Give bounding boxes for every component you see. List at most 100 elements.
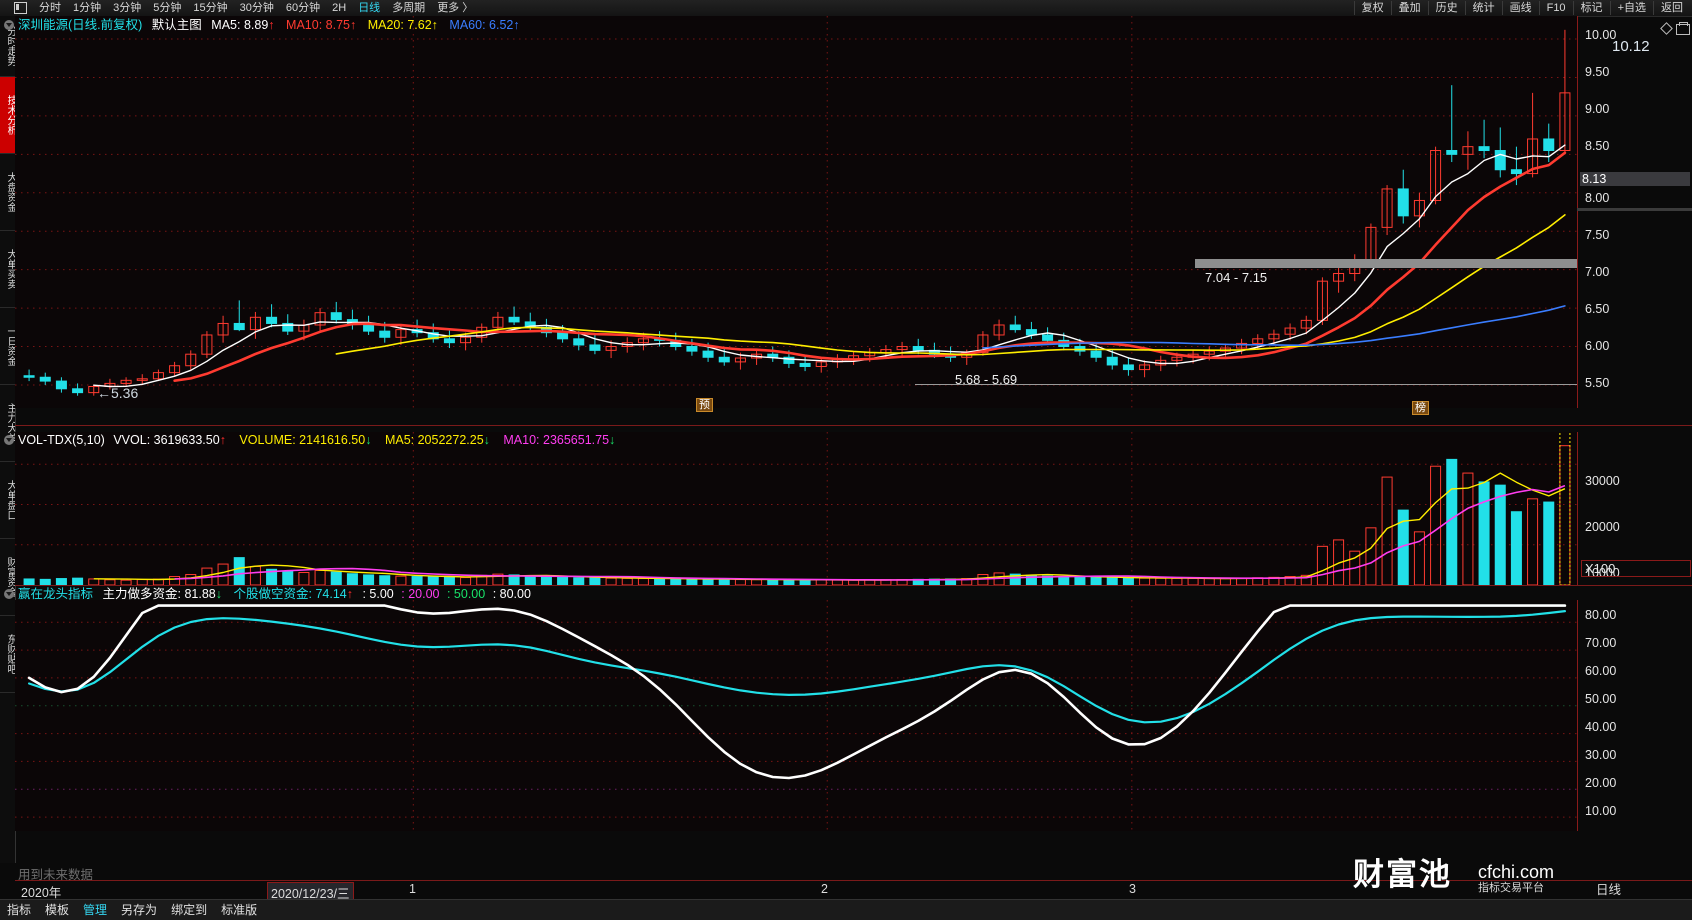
btn-adjust[interactable]: 复权: [1353, 1, 1391, 15]
btn-back[interactable]: 返回: [1653, 1, 1690, 15]
oscillator-axis: 80.00 70.00 60.00 50.00 40.00 30.00 20.0…: [1577, 600, 1692, 831]
sidebar-item-market-funds[interactable]: 大盘资金: [0, 154, 15, 231]
price-tick: 9.00: [1585, 102, 1610, 116]
sidebar-item-daily-funds[interactable]: 一日资金: [0, 308, 15, 385]
btn-overlay[interactable]: 叠加: [1390, 1, 1428, 15]
tab-30min[interactable]: 30分钟: [239, 2, 274, 14]
main-chart-label[interactable]: 默认主图: [151, 18, 202, 32]
vol-ma5-readout: MA5: 2052272.25↓: [384, 433, 490, 447]
volume-tick: 20000: [1585, 520, 1620, 534]
sidebar-item-large-orders[interactable]: 大单买卖: [0, 231, 15, 308]
price-tick: 8.00: [1585, 191, 1610, 205]
osc-tick: 80.00: [1585, 608, 1617, 622]
ma60-readout: MA60: 6.52↑: [449, 18, 520, 32]
toolbar-right-actions: 复权 叠加 历史 统计 画线 F10 标记 +自选 返回: [1353, 1, 1692, 15]
btn-add-watchlist[interactable]: +自选: [1609, 1, 1653, 15]
tab-1min[interactable]: 1分钟: [73, 2, 102, 14]
osc-tick: 30.00: [1585, 748, 1617, 762]
volume-chart-pane[interactable]: 榜: [15, 401, 1577, 585]
ma5-readout: MA5: 8.89↑: [211, 18, 275, 32]
watermark-brand-cn: 财富池: [1353, 857, 1452, 893]
vertical-scrollbar[interactable]: [1577, 205, 1692, 214]
support-band-label: 5.68 - 5.69: [955, 372, 1018, 387]
status-template[interactable]: 模板: [45, 903, 70, 917]
short-funds-readout: 个股做空资金: 74.14↑: [233, 587, 353, 601]
vol-indicator-name[interactable]: VOL-TDX(5,10): [18, 433, 105, 447]
chevron-down-icon[interactable]: [4, 434, 14, 445]
chevron-down-icon[interactable]: [4, 588, 14, 599]
sidebar-item-wealth-funds[interactable]: 财富资金: [0, 539, 15, 616]
status-save-as[interactable]: 另存为: [121, 903, 158, 917]
low-price-marker: ←5.36: [97, 385, 139, 401]
status-bind-to[interactable]: 绑定到: [171, 903, 208, 917]
oscillator-chart-svg: [15, 600, 1577, 831]
price-tick: 7.00: [1585, 265, 1610, 279]
price-tick: 6.00: [1585, 339, 1610, 353]
watermark-brand: 财富池: [1353, 860, 1452, 891]
indicator-pane-header: 赢在龙头指标 主力做多资金: 81.88↓ 个股做空资金: 74.14↑ : 5…: [0, 586, 531, 603]
tab-2h[interactable]: 2H: [332, 2, 347, 14]
price-chart-pane[interactable]: 7.04 - 7.15 5.68 - 5.69 ←5.36 预: [15, 16, 1577, 412]
status-bar: 指标 模板 管理 另存为 绑定到 标准版: [0, 899, 1692, 920]
last-price-highlight: 8.13: [1580, 172, 1690, 186]
price-tick: 5.50: [1585, 376, 1610, 390]
future-data-note: 用到未来数据: [18, 868, 94, 882]
status-standard[interactable]: 标准版: [221, 903, 258, 917]
osc-tick: 40.00: [1585, 720, 1617, 734]
price-tick: 9.50: [1585, 65, 1610, 79]
btn-history[interactable]: 历史: [1427, 1, 1465, 15]
year-label: 2020年: [21, 886, 62, 900]
tab-60min[interactable]: 60分钟: [285, 2, 321, 14]
window-icon[interactable]: [1676, 22, 1690, 35]
oscillator-chart-pane[interactable]: [15, 600, 1577, 831]
watermark-tagline: 指标交易平台: [1478, 882, 1544, 894]
price-tick: 6.50: [1585, 302, 1610, 316]
tab-5min[interactable]: 5分钟: [153, 2, 182, 14]
sidebar-item-main-force-orders[interactable]: 主力大单: [0, 385, 15, 462]
tab-daily[interactable]: 日线: [358, 2, 381, 14]
status-indicator[interactable]: 指标: [7, 903, 32, 917]
tab-multi-period[interactable]: 多周期: [392, 2, 426, 14]
resistance-band: [1195, 259, 1577, 268]
price-pane-header: 深圳能源(日线.前复权) 默认主图 MA5: 8.89↑ MA10: 8.75↑…: [0, 17, 520, 34]
tab-15min[interactable]: 15分钟: [193, 2, 228, 14]
vvol-readout: VVOL: 3619633.50↑: [113, 433, 226, 447]
btn-drawline[interactable]: 画线: [1501, 1, 1539, 15]
tab-more[interactable]: 更多 〉: [437, 2, 474, 14]
chevron-down-icon[interactable]: [4, 19, 14, 30]
volume-tick: 30000: [1585, 474, 1620, 488]
level-2: : 20.00: [401, 587, 440, 601]
timeframe-tabs: 分时 1分钟 3分钟 5分钟 15分钟 30分钟 60分钟 2H 日线 多周期 …: [0, 0, 479, 16]
layout-icon[interactable]: [14, 2, 27, 14]
x-tick-1: 1: [409, 882, 416, 896]
ma20-readout: MA20: 7.62↑: [367, 18, 438, 32]
btn-f10[interactable]: F10: [1538, 1, 1573, 15]
level-3: : 50.00: [446, 587, 486, 601]
badge-forecast[interactable]: 预: [696, 398, 713, 412]
sidebar-item-eastmoney-forum[interactable]: 东财贴吧: [0, 616, 15, 693]
sidebar-item-order-book[interactable]: 大单盘口: [0, 462, 15, 539]
sidebar-item-technical-analysis[interactable]: 技术分析: [0, 77, 15, 154]
ma10-readout: MA10: 8.75↑: [286, 18, 357, 32]
indicator-name[interactable]: 赢在龙头指标: [18, 587, 94, 601]
status-manage[interactable]: 管理: [83, 903, 108, 917]
x-tick-3: 3: [1129, 882, 1136, 896]
x-tick-2: 2: [821, 882, 828, 896]
volume-chart-svg: [15, 432, 1577, 585]
badge-rank[interactable]: 榜: [1412, 401, 1429, 415]
watermark-domain: cfchi.com: [1478, 862, 1555, 882]
period-label: 日线: [1596, 883, 1622, 897]
vol-ma10-readout: MA10: 2365651.75↓: [503, 433, 616, 447]
price-tick: 7.50: [1585, 228, 1610, 242]
top-toolbar: 分时 1分钟 3分钟 5分钟 15分钟 30分钟 60分钟 2H 日线 多周期 …: [0, 0, 1692, 17]
volume-unit-label: X100: [1581, 560, 1691, 577]
btn-statistics[interactable]: 统计: [1464, 1, 1502, 15]
osc-tick: 20.00: [1585, 776, 1617, 790]
tab-3min[interactable]: 3分钟: [113, 2, 142, 14]
osc-tick: 70.00: [1585, 636, 1617, 650]
sidebar-item-fenshi-zoushi[interactable]: 分时走势: [0, 16, 15, 77]
btn-mark[interactable]: 标记: [1572, 1, 1610, 15]
main-long-funds-readout: 主力做多资金: 81.88↓: [102, 587, 223, 601]
osc-tick: 60.00: [1585, 664, 1617, 678]
tab-fenshi[interactable]: 分时: [39, 2, 61, 14]
